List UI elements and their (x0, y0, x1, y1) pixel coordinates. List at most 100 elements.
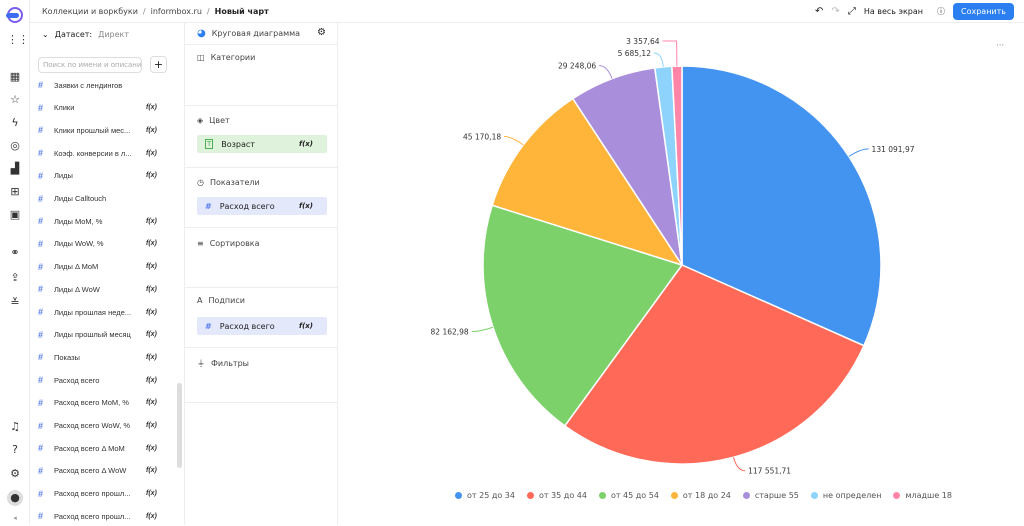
field-item[interactable]: # Расход всего прошл... f(x) (38, 487, 170, 501)
field-item[interactable]: # Расход всего прошл... f(x) (38, 509, 170, 523)
section-filters[interactable]: ⏚ Фильтры (185, 348, 338, 403)
datasets-icon[interactable]: ◎ (10, 139, 20, 152)
charts-icon[interactable]: ▟ (10, 162, 20, 175)
save-button[interactable]: Сохранить (953, 3, 1014, 20)
field-item[interactable]: # Расход всего MoM, % f(x) (38, 396, 170, 410)
datalens-logo[interactable] (5, 6, 25, 24)
nav-rail: ⋮⋮ ▦ ☆ ϟ ◎ ▟ ⊞ ▣ ⚭ ⇪ ≚ ♫ ? ⚙ ● ◂ (0, 0, 30, 525)
collections-icon[interactable]: ▦ (9, 70, 21, 83)
dashboards-icon[interactable]: ⊞ (10, 185, 20, 198)
formula-icon: f(x) (146, 285, 157, 293)
legend-item[interactable]: от 45 до 54 (598, 491, 659, 500)
legend-item[interactable]: старше 55 (742, 491, 799, 500)
section-color[interactable]: ◈ Цвет T Возраст f(x) (185, 106, 338, 168)
legend-label: старше 55 (754, 491, 799, 500)
field-item[interactable]: # Лиды прошлая неде... f(x) (38, 305, 170, 319)
data-label: 82 162,98 (431, 328, 469, 337)
reports-icon[interactable]: ▣ (9, 208, 21, 221)
legend-item[interactable]: младше 18 (893, 491, 952, 500)
label-connector (733, 457, 746, 472)
field-item[interactable]: # Лиды WoW, % f(x) (38, 237, 170, 251)
field-item[interactable]: # Расход всего f(x) (38, 373, 170, 387)
legend-item[interactable]: от 35 до 44 (526, 491, 587, 500)
chip-label: Расход всего (219, 321, 275, 331)
field-item[interactable]: # Лиды f(x) (38, 169, 170, 183)
formula-icon: f(x) (299, 202, 313, 210)
legend-label: от 45 до 54 (610, 491, 659, 500)
upload-icon[interactable]: ⇪ (10, 271, 20, 284)
visualization-selector[interactable]: ◕ Круговая диаграмма ⚙ (185, 23, 338, 45)
pie-slice[interactable] (681, 65, 882, 347)
formula-icon: f(x) (146, 467, 157, 475)
number-type-icon: # (38, 216, 44, 227)
formula-icon: f(x) (299, 140, 313, 148)
field-item[interactable]: # Заявки с лендингов (38, 78, 170, 92)
legend-dot (810, 492, 818, 499)
connections-icon[interactable]: ϟ (11, 116, 19, 129)
field-item[interactable]: # Расход всего Δ WoW f(x) (38, 464, 170, 478)
chevron-down-icon[interactable]: ⌄ (42, 29, 49, 39)
breadcrumb-collections[interactable]: Коллекции и воркбуки (42, 6, 138, 16)
field-item[interactable]: # Клики прошлый мес... f(x) (38, 123, 170, 137)
section-measures[interactable]: ◷ Показатели # Расход всего f(x) (185, 168, 338, 228)
field-item[interactable]: # Лиды прошлый месяц f(x) (38, 328, 170, 342)
field-search-input[interactable]: Поиск по имени и описанию (38, 57, 142, 73)
legend-dot (893, 492, 901, 499)
field-item[interactable]: # Лиды Δ WoW f(x) (38, 282, 170, 296)
pie-slice[interactable] (563, 264, 865, 465)
formula-icon: f(x) (146, 422, 157, 429)
gear-icon[interactable]: ⚙ (317, 27, 326, 38)
field-item[interactable]: # Лиды Calltouch (38, 192, 170, 206)
section-categories[interactable]: ◫ Категории (185, 45, 338, 106)
star-icon[interactable]: ☆ (10, 93, 20, 106)
number-type-icon: # (38, 511, 44, 522)
pie-slice[interactable] (671, 65, 683, 266)
field-name: Расход всего Δ WoW (54, 466, 127, 476)
legend-item[interactable]: не определен (810, 491, 881, 500)
legend-item[interactable]: от 25 до 34 (455, 491, 515, 500)
formula-icon: f(x) (146, 104, 157, 112)
legend-dot (455, 492, 462, 499)
redo-icon[interactable]: ↷ (831, 6, 840, 17)
more-menu-icon[interactable]: ··· (996, 41, 1004, 50)
collapse-icon[interactable]: ◂ (13, 514, 17, 522)
field-item[interactable]: # Коэф. конверсии в л... f(x) (38, 146, 170, 160)
field-item[interactable]: # Лиды MoM, % f(x) (38, 214, 170, 228)
section-labels[interactable]: A Подписи # Расход всего f(x) (185, 288, 338, 348)
dataset-selector[interactable]: ⌄ Датасет: Директ (30, 23, 184, 45)
scrollbar[interactable] (177, 383, 182, 468)
field-item[interactable]: # Расход всего WoW, % f(x) (38, 419, 170, 433)
legend-item[interactable]: от 18 до 24 (670, 491, 731, 500)
settings-sliders-icon[interactable]: ≚ (10, 296, 20, 309)
label-connector (653, 52, 664, 67)
apps-grid-icon[interactable]: ⋮⋮ (7, 33, 29, 46)
section-sort[interactable]: ≡ Сортировка (185, 228, 338, 288)
help-icon[interactable]: ? (12, 443, 18, 456)
field-name: Лиды Δ WoW (54, 284, 100, 294)
section-title: Сортировка (209, 239, 260, 248)
breadcrumb-workbook[interactable]: informbox.ru (150, 6, 202, 16)
field-item[interactable]: # Расход всего Δ MoM f(x) (38, 441, 170, 455)
labels-field-chip[interactable]: # Расход всего f(x) (197, 317, 327, 335)
columns-icon: ◫ (197, 53, 205, 62)
fullscreen-icon[interactable]: ⤢ (847, 6, 856, 17)
undo-icon[interactable]: ↶ (815, 6, 824, 17)
bell-icon[interactable]: ♫ (10, 420, 20, 433)
fullscreen-button[interactable]: На весь экран (863, 7, 923, 16)
avatar[interactable]: ● (7, 490, 23, 506)
label-connector (504, 136, 524, 146)
field-name: Заявки с лендингов (54, 80, 123, 90)
add-field-button[interactable]: + (150, 56, 167, 73)
measure-field-chip[interactable]: # Расход всего f(x) (197, 197, 327, 215)
integrations-icon[interactable]: ⚭ (10, 246, 20, 259)
info-icon[interactable]: ⓘ (937, 7, 945, 16)
field-name: Расход всего Δ MoM (54, 443, 125, 453)
field-item[interactable]: # Лиды Δ MoM f(x) (38, 260, 170, 274)
formula-icon: f(x) (146, 331, 157, 339)
field-item[interactable]: # Показы f(x) (38, 350, 170, 364)
formula-icon: f(x) (146, 376, 157, 384)
number-type-icon: # (38, 375, 44, 386)
field-item[interactable]: # Клики f(x) (38, 101, 170, 115)
color-field-chip[interactable]: T Возраст f(x) (197, 135, 327, 153)
gear-icon[interactable]: ⚙ (10, 467, 20, 480)
